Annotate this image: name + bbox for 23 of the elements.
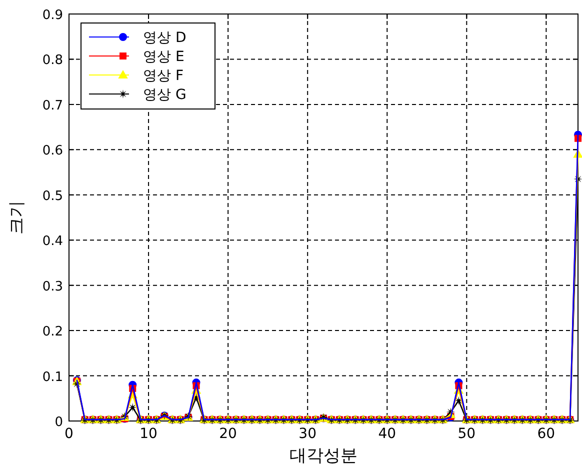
y-tick-label: 0 [54, 415, 63, 430]
y-tick-label: 0.6 [42, 144, 63, 159]
y-tick-label: 0.7 [42, 98, 63, 114]
y-tick-label: 0.3 [42, 279, 63, 294]
y-tick-label: 0.8 [42, 53, 63, 68]
x-tick-label: 50 [458, 426, 476, 442]
y-tick-label: 0.2 [42, 324, 63, 340]
x-tick-label: 0 [64, 426, 74, 442]
legend-label: 영상 E [143, 49, 184, 65]
y-tick-label: 0.9 [42, 8, 63, 23]
y-tick-label: 0.5 [42, 188, 63, 204]
x-tick-label: 60 [537, 426, 556, 442]
x-axis-title: 대각성분 [290, 446, 358, 466]
x-tick-label: 20 [219, 426, 237, 442]
y-tick-label: 0.4 [42, 234, 63, 250]
y-tick-label: 0.1 [42, 370, 63, 385]
legend-label: 영상 F [143, 68, 184, 84]
x-tick-label: 40 [378, 426, 396, 442]
legend-label: 영상 G [143, 87, 186, 103]
y-axis-title: 크기 [7, 200, 27, 234]
legend-label: 영상 D [143, 30, 186, 46]
x-tick-label: 30 [298, 426, 317, 442]
x-tick-label: 10 [140, 426, 158, 442]
